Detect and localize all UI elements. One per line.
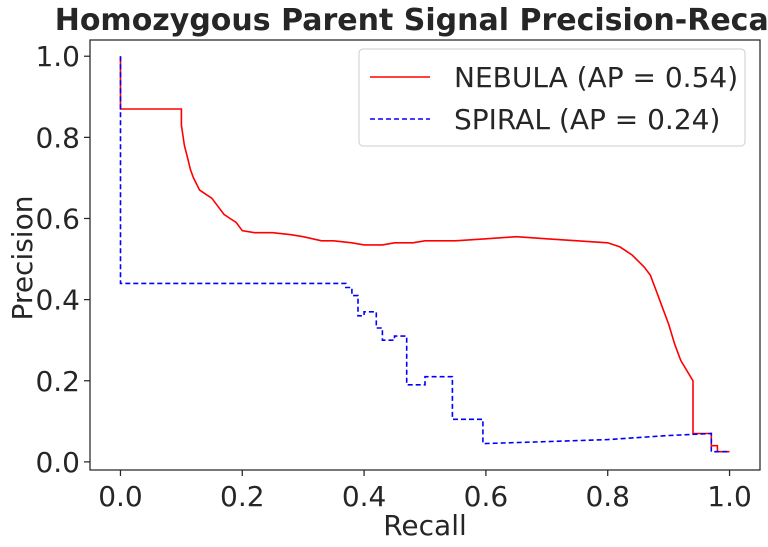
legend-box xyxy=(358,48,746,147)
y-tick-label: 0.0 xyxy=(35,446,80,479)
y-tick-label: 1.0 xyxy=(35,40,80,73)
series-line-spiral xyxy=(119,56,730,453)
y-tick-label: 0.8 xyxy=(35,121,80,154)
legend-label: NEBULA (AP = 0.54) xyxy=(454,61,738,94)
legend-label: SPIRAL (AP = 0.24) xyxy=(454,103,720,136)
x-tick-label: 0.8 xyxy=(585,480,630,513)
series-line-nebula xyxy=(119,56,730,453)
y-axis: 0.0 0.2 0.4 0.6 0.8 1.0 xyxy=(35,40,90,479)
x-tick-label: 0.2 xyxy=(220,480,265,513)
y-tick-label: 0.6 xyxy=(35,202,80,235)
y-axis-label: Precision xyxy=(6,196,39,321)
y-tick-label: 0.2 xyxy=(35,365,80,398)
x-tick-label: 1.0 xyxy=(707,480,752,513)
series-layer xyxy=(119,56,730,453)
x-axis: 0.0 0.2 0.4 0.6 0.8 1.0 xyxy=(98,470,752,513)
x-tick-label: 0.4 xyxy=(342,480,387,513)
x-tick-label: 0.0 xyxy=(98,480,143,513)
x-axis-label: Recall xyxy=(383,509,467,542)
chart-title: Homozygous Parent Signal Precision-Recal… xyxy=(55,3,768,38)
y-tick-label: 0.4 xyxy=(35,284,80,317)
x-tick-label: 0.6 xyxy=(464,480,509,513)
legend: NEBULA (AP = 0.54) SPIRAL (AP = 0.24) xyxy=(358,48,746,147)
plot-frame xyxy=(89,39,761,471)
